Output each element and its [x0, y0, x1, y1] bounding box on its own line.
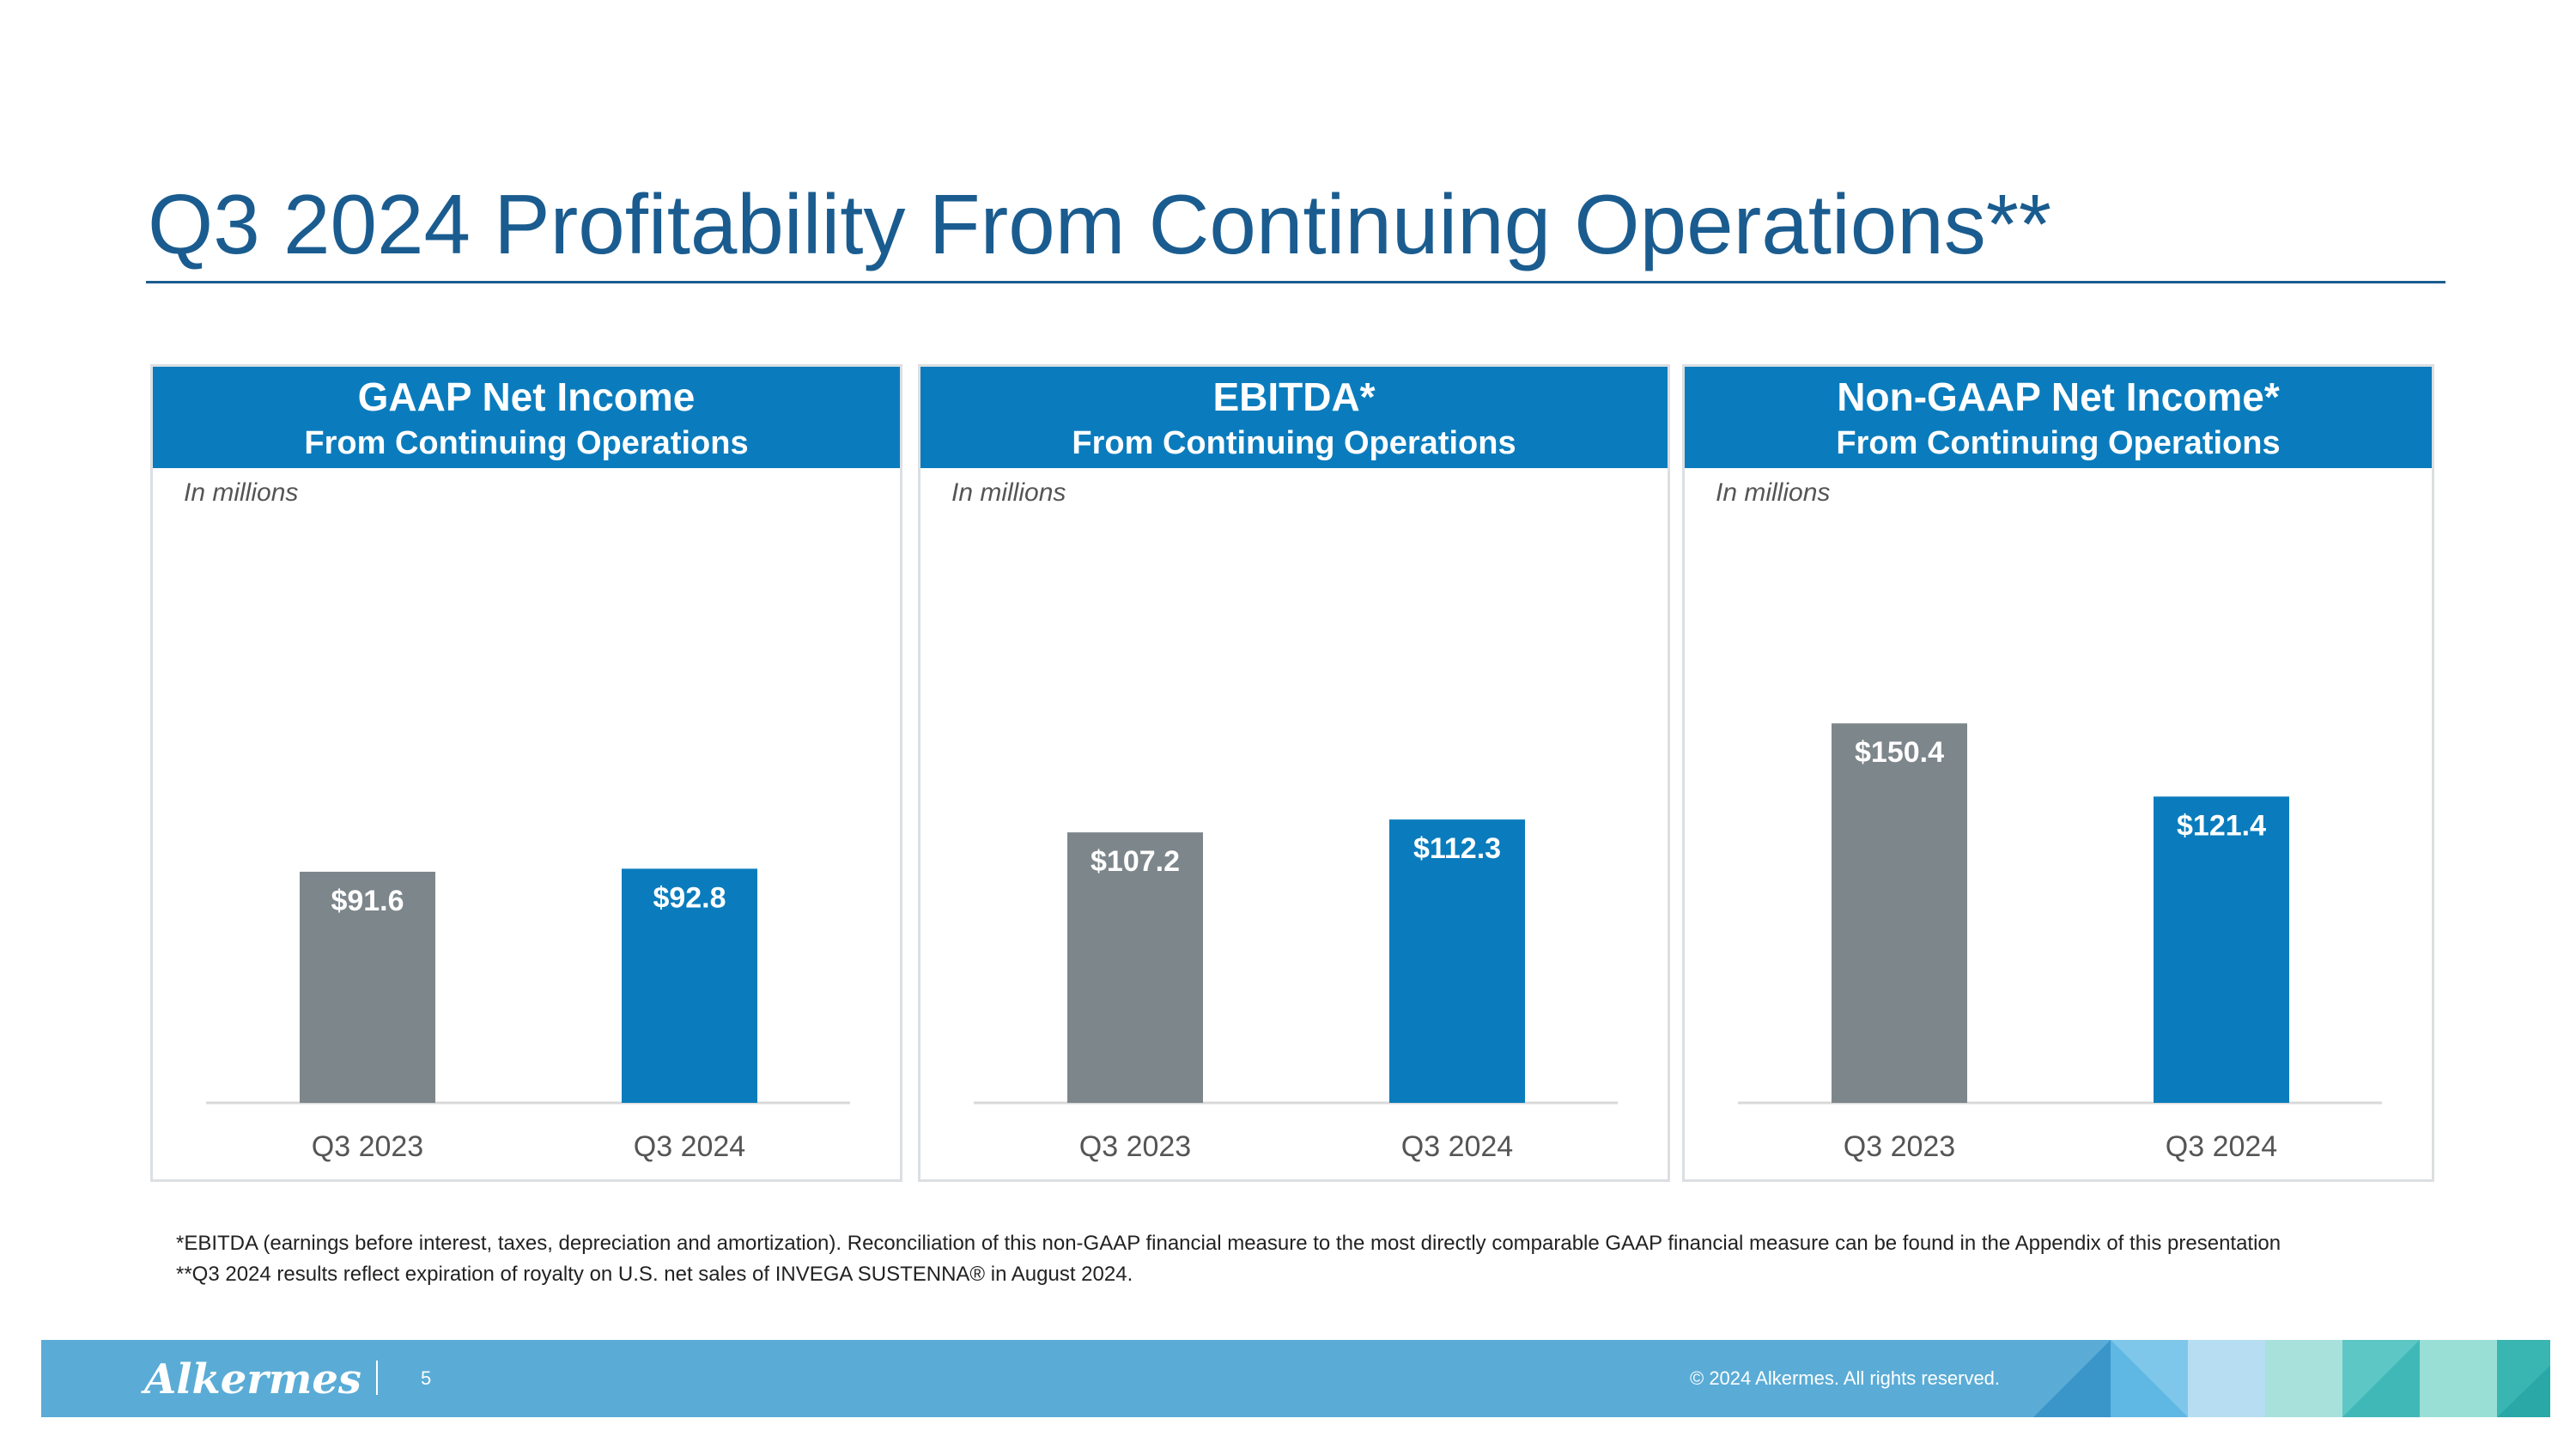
panel-title: Non-GAAP Net Income*	[1837, 374, 2280, 419]
unit-note: In millions	[1716, 478, 1831, 507]
slide-title: Q3 2024 Profitability From Continuing Op…	[148, 177, 2052, 271]
bar-q3-2024	[622, 868, 757, 1103]
footer-decoration-triangles	[2033, 1340, 2550, 1417]
bar-q3-2023	[300, 871, 435, 1103]
title-divider	[146, 281, 2445, 283]
bar-q3-2023	[1832, 723, 1967, 1103]
panel-header: GAAP Net Income From Continuing Operatio…	[153, 367, 900, 468]
panel-subtitle: From Continuing Operations	[304, 425, 749, 461]
x-tick-label: Q3 2024	[1401, 1130, 1513, 1163]
unit-note: In millions	[951, 478, 1066, 507]
data-label: $121.4	[2177, 809, 2266, 842]
panel-title: GAAP Net Income	[357, 374, 696, 419]
panel-subtitle: From Continuing Operations	[1836, 425, 2281, 461]
x-tick-label: Q3 2024	[634, 1130, 745, 1163]
data-label: $107.2	[1091, 845, 1180, 878]
bar-q3-2023	[1067, 832, 1203, 1103]
alkermes-logo: Alkermes	[144, 1355, 361, 1403]
bar-q3-2024	[2154, 796, 2289, 1103]
x-tick-label: Q3 2023	[1079, 1130, 1191, 1163]
footer-bar: Alkermes 5 © 2024 Alkermes. All rights r…	[41, 1340, 2550, 1417]
footnote-ebitda: *EBITDA (earnings before interest, taxes…	[176, 1232, 2281, 1255]
unit-note: In millions	[184, 478, 299, 507]
footnotes: *EBITDA (earnings before interest, taxes…	[176, 1228, 2281, 1290]
chart-panel-gaap-net-income: GAAP Net Income From Continuing Operatio…	[150, 364, 902, 1182]
chart-panel-non-gaap-net-income: Non-GAAP Net Income* From Continuing Ope…	[1682, 364, 2434, 1182]
x-tick-label: Q3 2023	[312, 1130, 423, 1163]
footnote-royalty: **Q3 2024 results reflect expiration of …	[176, 1263, 1133, 1286]
panel-header: Non-GAAP Net Income* From Continuing Ope…	[1685, 367, 2432, 468]
data-label: $91.6	[331, 885, 404, 917]
chart-panel-ebitda: EBITDA* From Continuing Operations In mi…	[918, 364, 1670, 1182]
panel-subtitle: From Continuing Operations	[1072, 425, 1516, 461]
bar-chart: $150.4 Q3 2023 $121.4 Q3 2024	[1738, 723, 2382, 1163]
bar-q3-2024	[1389, 819, 1525, 1103]
data-label: $92.8	[653, 881, 726, 914]
x-tick-label: Q3 2024	[2166, 1130, 2277, 1163]
panel-title: EBITDA*	[1212, 374, 1376, 419]
data-label: $150.4	[1855, 736, 1944, 769]
x-tick-label: Q3 2023	[1844, 1130, 1955, 1163]
panel-header: EBITDA* From Continuing Operations	[920, 367, 1668, 468]
page-number: 5	[421, 1367, 432, 1389]
bar-chart: $107.2 Q3 2023 $112.3 Q3 2024	[974, 819, 1618, 1163]
data-label: $112.3	[1413, 832, 1501, 865]
copyright-text: © 2024 Alkermes. All rights reserved.	[1690, 1367, 2001, 1389]
bar-chart: $91.6 Q3 2023 $92.8 Q3 2024	[206, 868, 850, 1163]
footer-divider	[376, 1361, 378, 1395]
